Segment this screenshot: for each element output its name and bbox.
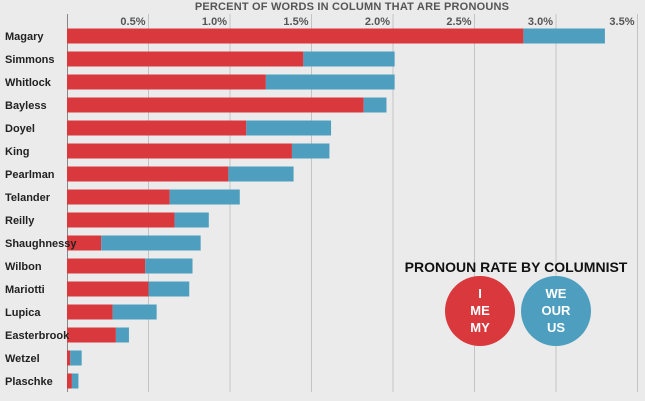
bar-shaughnessy-we-our-us [101, 235, 201, 251]
category-label-shaughnessy: Shaughnessy [5, 238, 77, 250]
category-label-telander: Telander [5, 192, 51, 204]
bar-wilbon-i-me-my [67, 258, 146, 274]
x-tick-label: 3.5% [609, 16, 634, 28]
bar-pearlman-we-our-us [228, 166, 294, 182]
category-label-king: King [5, 146, 29, 158]
bar-doyel-we-our-us [246, 120, 332, 136]
bar-king-we-our-us [291, 143, 330, 159]
bars [67, 28, 605, 389]
x-tick-label: 1.0% [202, 16, 227, 28]
legend-swatch-we-our-us [521, 276, 591, 346]
category-label-simmons: Simmons [5, 54, 55, 66]
bar-mariotti-we-our-us [148, 281, 190, 297]
bar-bayless-we-our-us [363, 97, 387, 113]
bar-wetzel-i-me-my [67, 350, 71, 366]
bar-lupica-we-our-us [112, 304, 157, 320]
category-label-reilly: Reilly [5, 215, 35, 227]
legend-label: ME [470, 303, 490, 318]
category-label-pearlman: Pearlman [5, 169, 55, 181]
x-tick-label: 1.5% [283, 16, 308, 28]
bar-doyel-i-me-my [67, 120, 247, 136]
bar-wetzel-we-our-us [70, 350, 82, 366]
x-axis-ticks: 0.5% 1.0% 1.5% 2.0% 2.5% 3.0% 3.5% [120, 16, 634, 28]
bar-easterbrook-i-me-my [67, 327, 116, 343]
legend: PRONOUN RATE BY COLUMNIST I ME MY WE OUR US [405, 259, 628, 346]
bar-telander-we-our-us [169, 189, 240, 205]
bar-wilbon-we-our-us [145, 258, 193, 274]
category-label-easterbrook: Easterbrook [5, 330, 70, 342]
bar-magary-we-our-us [523, 28, 605, 44]
bar-mariotti-i-me-my [67, 281, 149, 297]
category-label-whitlock: Whitlock [5, 77, 52, 89]
legend-label: OUR [542, 303, 572, 318]
bar-pearlman-i-me-my [67, 166, 229, 182]
x-tick-label: 2.0% [365, 16, 390, 28]
category-labels: Magary Simmons Whitlock Bayless Doyel King Pea… [5, 31, 77, 388]
bar-bayless-i-me-my [67, 97, 364, 113]
bar-telander-i-me-my [67, 189, 170, 205]
legend-label: I [478, 286, 482, 301]
x-tick-label: 3.0% [528, 16, 553, 28]
bar-simmons-we-our-us [303, 51, 395, 67]
legend-label: US [547, 320, 565, 335]
category-label-mariotti: Mariotti [5, 284, 45, 296]
bar-reilly-i-me-my [67, 212, 175, 228]
category-label-plaschke: Plaschke [5, 376, 53, 388]
category-label-wetzel: Wetzel [5, 353, 40, 365]
bar-plaschke-we-our-us [71, 373, 79, 389]
legend-label: WE [546, 286, 567, 301]
legend-swatch-i-me-my [445, 276, 515, 346]
bar-magary-i-me-my [67, 28, 524, 44]
bar-whitlock-we-our-us [265, 74, 395, 90]
category-label-doyel: Doyel [5, 123, 35, 135]
bar-easterbrook-we-our-us [115, 327, 129, 343]
category-label-wilbon: Wilbon [5, 261, 42, 273]
legend-label: MY [470, 320, 490, 335]
category-label-magary: Magary [5, 31, 44, 43]
legend-title: PRONOUN RATE BY COLUMNIST [405, 259, 628, 275]
bar-reilly-we-our-us [174, 212, 209, 228]
category-label-lupica: Lupica [5, 307, 41, 319]
x-tick-label: 2.5% [446, 16, 471, 28]
x-tick-label: 0.5% [120, 16, 145, 28]
category-label-bayless: Bayless [5, 100, 47, 112]
bar-simmons-i-me-my [67, 51, 304, 67]
chart-title: PERCENT OF WORDS IN COLUMN THAT ARE PRON… [195, 1, 509, 13]
bar-shaughnessy-i-me-my [67, 235, 102, 251]
bar-whitlock-i-me-my [67, 74, 266, 90]
bar-plaschke-i-me-my [67, 373, 72, 389]
bar-king-i-me-my [67, 143, 292, 159]
bar-lupica-i-me-my [67, 304, 113, 320]
